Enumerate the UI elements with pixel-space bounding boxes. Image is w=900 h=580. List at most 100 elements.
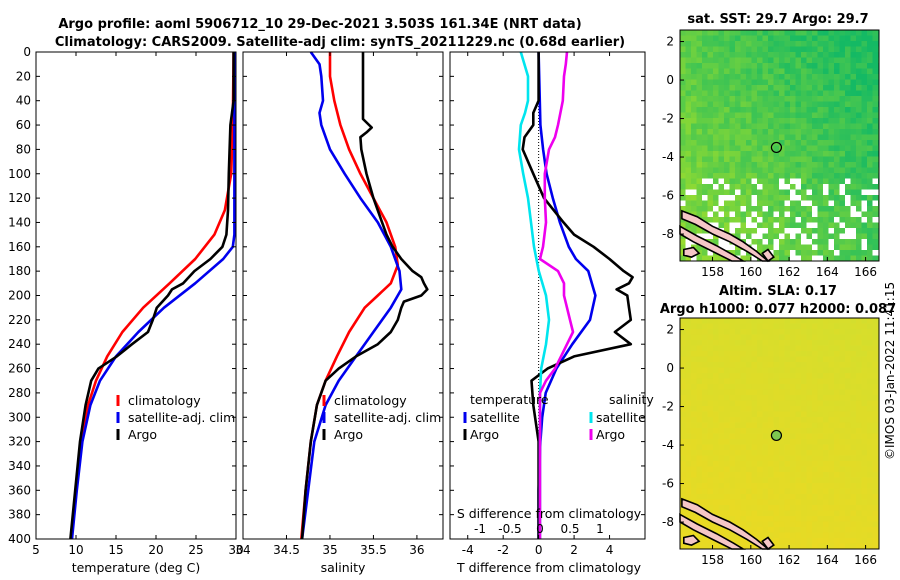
map-cell: [823, 444, 829, 451]
map-cell: [790, 178, 796, 185]
map-cell: [834, 433, 840, 440]
map-cell: [729, 184, 736, 190]
map-cell: [801, 351, 807, 357]
map-cell: [702, 140, 708, 146]
map-cell: [801, 521, 807, 528]
map-cell: [823, 521, 829, 528]
map-cell: [812, 123, 818, 130]
map-cell: [839, 334, 846, 341]
map-cell: [746, 79, 752, 86]
map-cell: [718, 222, 725, 229]
map-cell: [839, 318, 846, 324]
map-cell: [735, 384, 741, 390]
x-tick-label: 2: [570, 543, 578, 557]
map-cell: [680, 444, 686, 451]
map-cell: [872, 334, 879, 341]
map-cell: [762, 329, 769, 335]
map-cell: [773, 63, 780, 69]
map-cell: [680, 345, 686, 352]
map-cell: [856, 134, 862, 141]
map-cell: [790, 57, 796, 64]
map-cell: [795, 488, 802, 495]
map-cell: [845, 488, 851, 495]
s-difference-label: S difference from climatology: [457, 506, 642, 521]
map-cell: [845, 499, 851, 506]
map-cell: [713, 255, 719, 261]
map-cell: [707, 378, 714, 385]
map-cell: [861, 461, 868, 467]
map-cell: [724, 123, 730, 130]
map-cell: [691, 156, 697, 163]
map-cell: [812, 389, 818, 396]
map-cell: [867, 373, 873, 379]
map-cell: [872, 30, 879, 36]
map-cell: [724, 466, 730, 473]
map-cell: [801, 406, 807, 412]
map-cell: [773, 151, 780, 157]
map-cell: [691, 30, 697, 36]
map-cell: [850, 233, 857, 240]
map-cell: [773, 488, 780, 495]
map-cell: [828, 145, 835, 152]
map-cell: [746, 74, 752, 80]
map-cell: [729, 389, 736, 396]
map-cell: [680, 323, 686, 330]
map-cell: [768, 433, 774, 440]
map-cell: [779, 189, 785, 196]
map-cell: [850, 134, 857, 141]
map-cell: [751, 200, 758, 207]
map-cell: [724, 112, 730, 119]
map-cell: [713, 483, 719, 489]
map-cell: [685, 74, 692, 80]
map-cell: [680, 318, 686, 324]
map-cell: [713, 323, 719, 330]
map-cell: [680, 494, 686, 500]
map-cell: [746, 63, 752, 69]
map-cell: [768, 422, 774, 429]
map-cell: [872, 538, 879, 544]
map-cell: [713, 222, 719, 229]
map-cell: [729, 510, 736, 517]
map-cell: [779, 538, 785, 544]
map-cell: [784, 52, 791, 58]
map-cell: [790, 488, 796, 495]
map-cell: [861, 477, 868, 484]
map-cell: [872, 417, 879, 423]
map-cell: [828, 123, 835, 130]
map-cell: [828, 200, 835, 207]
map-cell: [713, 345, 719, 352]
map-cell: [790, 384, 796, 390]
map-cell: [872, 527, 879, 533]
map-cell: [828, 510, 835, 517]
map-cell: [707, 472, 714, 478]
map-cell: [707, 140, 714, 146]
map-cell: [812, 384, 818, 390]
map-cell: [718, 162, 725, 168]
map-cell: [685, 30, 692, 36]
map-cell: [729, 499, 736, 506]
map-cell: [702, 395, 708, 401]
map-cell: [856, 250, 862, 256]
map-cell: [861, 156, 868, 163]
map-cell: [845, 189, 851, 196]
map-cell: [696, 433, 703, 440]
map-cell: [691, 351, 697, 357]
map-cell: [707, 118, 714, 124]
map-cell: [729, 129, 736, 135]
map-cell: [872, 206, 879, 212]
map-cell: [746, 57, 752, 64]
map-cell: [724, 195, 730, 201]
map-cell: [691, 211, 697, 218]
map-cell: [696, 145, 703, 152]
map-cell: [856, 156, 862, 163]
map-cell: [801, 63, 807, 69]
map-cell: [812, 455, 818, 462]
map-cell: [861, 85, 868, 91]
map-cell: [691, 46, 697, 53]
map-cell: [872, 389, 879, 396]
map-cell: [740, 477, 747, 484]
map-cell: [850, 90, 857, 97]
map-cell: [784, 35, 791, 42]
map-cell: [702, 151, 708, 157]
map-cell: [707, 345, 714, 352]
